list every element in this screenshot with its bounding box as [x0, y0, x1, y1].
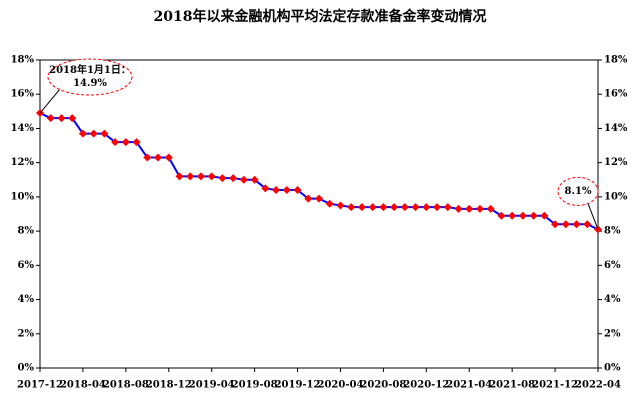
y-tick-label: 10%: [11, 191, 35, 202]
marker: [100, 129, 109, 138]
marker: [368, 203, 377, 212]
y2-tick-label: 4%: [604, 294, 621, 305]
x-tick-label: 2021-04: [446, 380, 492, 391]
marker: [293, 186, 302, 195]
y2-tick-label: 2%: [604, 328, 621, 339]
annotation-text: 2018年1月1日：: [49, 63, 131, 76]
x-tick-label: 2018-04: [60, 380, 106, 391]
marker: [433, 203, 442, 212]
x-tick-label: 2020-12: [403, 380, 449, 391]
marker: [465, 204, 474, 213]
marker: [175, 172, 184, 181]
marker: [325, 199, 334, 208]
y2-tick-label: 10%: [604, 191, 628, 202]
marker: [583, 220, 592, 229]
marker: [497, 211, 506, 220]
marker: [347, 203, 356, 212]
marker: [261, 184, 270, 193]
marker: [508, 211, 517, 220]
annotation-leader: [587, 203, 599, 230]
marker: [154, 153, 163, 162]
marker: [89, 129, 98, 138]
marker: [572, 220, 581, 229]
y-tick-label: 0%: [18, 363, 35, 374]
y-tick-label: 2%: [18, 328, 35, 339]
marker: [443, 203, 452, 212]
marker: [540, 211, 549, 220]
marker: [46, 114, 55, 123]
marker: [239, 175, 248, 184]
marker: [551, 220, 560, 229]
y-tick-label: 4%: [18, 294, 35, 305]
marker: [357, 203, 366, 212]
x-tick-label: 2020-04: [318, 380, 364, 391]
marker: [400, 203, 409, 212]
annotation-leader: [39, 88, 61, 114]
marker: [132, 138, 141, 147]
x-tick-label: 2017-12: [17, 380, 63, 391]
marker: [454, 204, 463, 213]
y2-tick-label: 8%: [604, 226, 621, 237]
y2-tick-label: 14%: [604, 123, 628, 134]
marker: [57, 114, 66, 123]
marker: [529, 211, 538, 220]
y2-tick-label: 0%: [604, 363, 621, 374]
y2-tick-label: 12%: [604, 157, 628, 168]
y2-tick-label: 6%: [604, 260, 621, 271]
marker: [336, 201, 345, 210]
marker: [164, 153, 173, 162]
x-tick-label: 2019-04: [189, 380, 235, 391]
marker: [561, 220, 570, 229]
y2-tick-label: 16%: [604, 89, 628, 100]
marker: [390, 203, 399, 212]
annotation-text: 8.1%: [565, 186, 592, 197]
marker: [282, 186, 291, 195]
x-tick-label: 2018-08: [103, 380, 149, 391]
marker: [68, 114, 77, 123]
y-tick-label: 6%: [18, 260, 35, 271]
marker: [272, 186, 281, 195]
marker: [518, 211, 527, 220]
marker: [111, 138, 120, 147]
marker: [186, 172, 195, 181]
marker: [379, 203, 388, 212]
x-tick-label: 2020-08: [360, 380, 406, 391]
y-tick-label: 16%: [11, 89, 35, 100]
x-tick-label: 2019-08: [232, 380, 278, 391]
marker: [250, 175, 259, 184]
y-tick-label: 14%: [11, 123, 35, 134]
marker: [218, 174, 227, 183]
marker: [304, 194, 313, 203]
marker: [78, 129, 87, 138]
marker: [475, 204, 484, 213]
marker: [143, 153, 152, 162]
marker: [422, 203, 431, 212]
chart-title: 2018年以来金融机构平均法定存款准备金率变动情况: [154, 8, 487, 25]
plot-frame: [39, 59, 599, 369]
annotation-ellipse: [47, 58, 133, 96]
y2-tick-label: 18%: [604, 55, 628, 66]
x-tick-label: 2019-12: [275, 380, 321, 391]
marker: [486, 204, 495, 213]
marker: [411, 203, 420, 212]
x-tick-label: 2022-04: [575, 380, 621, 391]
y-tick-label: 12%: [11, 157, 35, 168]
x-tick-label: 2018-12: [146, 380, 192, 391]
marker: [229, 174, 238, 183]
y-tick-label: 18%: [11, 55, 35, 66]
annotation-text: 14.9%: [73, 78, 107, 89]
marker: [315, 194, 323, 203]
marker: [196, 172, 205, 181]
marker: [121, 138, 130, 147]
y-tick-label: 8%: [18, 226, 35, 237]
annotation-ellipse: [557, 176, 599, 206]
marker: [207, 172, 216, 181]
x-tick-label: 2021-08: [489, 380, 535, 391]
x-tick-label: 2021-12: [532, 380, 578, 391]
